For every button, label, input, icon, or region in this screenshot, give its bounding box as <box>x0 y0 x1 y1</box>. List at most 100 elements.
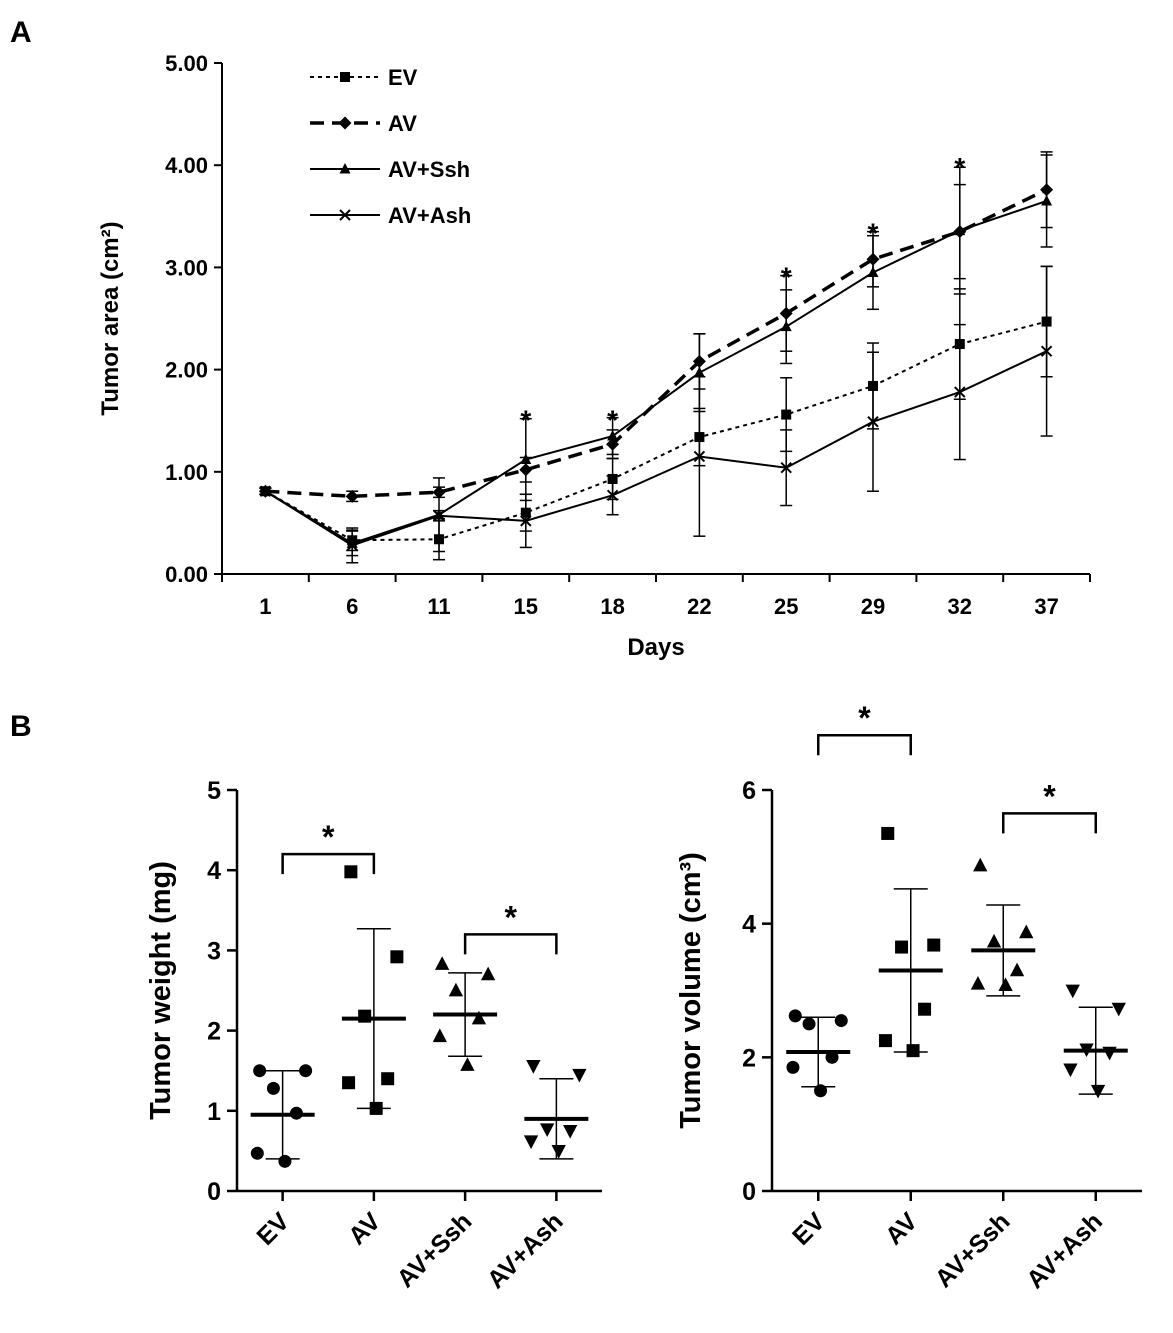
significance-bracket <box>1002 812 1097 834</box>
y-tick-label: 1 <box>207 1098 221 1126</box>
y-tick-label: 5.00 <box>165 51 208 76</box>
x-tick-label: 29 <box>861 594 885 619</box>
data-point <box>1111 1002 1126 1017</box>
data-point <box>954 386 966 398</box>
legend-marker <box>338 116 352 130</box>
x-tick-label: 15 <box>514 594 538 619</box>
data-point <box>954 224 966 236</box>
data-point <box>278 1154 292 1168</box>
group-av-ash <box>523 1060 589 1160</box>
group-ev <box>250 1064 315 1168</box>
data-point-stroke <box>1040 345 1053 357</box>
legend-marker <box>339 163 351 174</box>
data-point <box>918 1002 932 1016</box>
data-point <box>390 950 404 964</box>
data-point <box>606 489 619 502</box>
data-point <box>970 976 986 990</box>
x-tick-label: 11 <box>427 594 450 619</box>
y-tick-label: 2 <box>207 1018 221 1046</box>
significance-bracket <box>281 852 376 875</box>
data-point <box>693 450 706 463</box>
x-tick-label: AV+Ash <box>1021 1207 1108 1294</box>
y-tick-label: 4.00 <box>165 153 208 178</box>
y-axis-title: Tumor weight (mg) <box>145 861 177 1120</box>
significance-star: * <box>1043 778 1056 814</box>
data-point <box>520 515 532 527</box>
data-point <box>253 1064 267 1078</box>
data-point <box>563 1125 578 1139</box>
data-point <box>471 1010 487 1025</box>
data-point <box>881 826 895 840</box>
data-point <box>460 1057 475 1071</box>
data-point <box>520 453 532 465</box>
group-av <box>341 865 406 1115</box>
y-axis-title: Tumor area (cm²) <box>97 221 124 415</box>
data-point <box>259 485 272 497</box>
y-tick-label: 1.00 <box>165 460 208 485</box>
tumor-volume-scatter-chart: 0 2 4 6 Tumor volume (cm³) EV AV AV+Ssh AV+Ash * * <box>675 700 1142 1294</box>
x-tick-label: 22 <box>687 594 711 619</box>
data-point <box>346 539 358 552</box>
group-ev <box>786 1009 851 1098</box>
legend-label: AV+Ssh <box>388 157 470 182</box>
x-tick-label: AV <box>880 1207 923 1250</box>
significance-star: * <box>520 405 531 436</box>
group-av-ssh <box>432 956 498 1071</box>
data-point <box>867 416 879 428</box>
data-point <box>250 1146 264 1160</box>
x-tick-label: 25 <box>774 594 798 619</box>
tumor-area-line-chart: 0.00 1.00 2.00 3.00 4.00 5.00 1 6 11 15 18 22 25 29 32… <box>97 51 1091 661</box>
x-tick-label: EV <box>251 1207 295 1251</box>
data-point <box>998 977 1013 992</box>
series-ev <box>259 265 1053 561</box>
data-point <box>1079 1043 1094 1058</box>
data-point-stroke <box>433 510 445 522</box>
data-point <box>345 489 359 503</box>
data-point <box>986 933 1002 948</box>
series-line <box>265 188 1048 499</box>
data-point <box>788 1009 802 1023</box>
group-av <box>878 826 943 1058</box>
data-point-stroke <box>954 386 966 398</box>
significance-star: * <box>322 819 335 855</box>
data-point <box>895 940 909 954</box>
data-point <box>780 320 792 332</box>
data-point <box>1102 1046 1117 1061</box>
data-point <box>927 938 941 952</box>
group-av-ash <box>1063 984 1128 1099</box>
data-point <box>1040 345 1053 357</box>
x-tick-label: EV <box>787 1207 831 1251</box>
x-tick-label: 32 <box>948 594 972 619</box>
significance-star: * <box>781 262 792 293</box>
data-point <box>1065 984 1080 999</box>
data-point <box>834 1014 848 1028</box>
data-point <box>1019 924 1034 939</box>
data-point <box>693 366 705 378</box>
x-axis-title: Days <box>627 634 684 661</box>
data-point <box>802 1017 816 1031</box>
x-tick-label: AV+Ash <box>482 1207 569 1294</box>
data-point <box>342 1076 356 1090</box>
y-tick-label: 2.00 <box>165 358 208 383</box>
legend-marker <box>339 209 351 221</box>
legend-marker <box>340 72 350 82</box>
data-point <box>780 462 792 474</box>
y-tick-label: 6 <box>742 777 756 805</box>
data-point <box>781 409 792 420</box>
data-point-stroke <box>520 515 532 527</box>
legend-label: EV <box>388 65 418 90</box>
data-point-stroke <box>346 539 358 552</box>
y-tick-label: 3.00 <box>165 255 208 280</box>
series-line <box>264 350 1048 547</box>
data-point <box>480 966 496 981</box>
panel-label-b: B <box>10 710 32 743</box>
data-point <box>814 1084 828 1098</box>
data-point <box>432 1028 447 1043</box>
significance-star: * <box>954 152 965 183</box>
data-point <box>369 1101 383 1115</box>
data-point <box>1090 1084 1106 1099</box>
y-tick-label: 4 <box>207 857 221 885</box>
significance-star: * <box>505 899 518 935</box>
data-point <box>448 982 464 997</box>
